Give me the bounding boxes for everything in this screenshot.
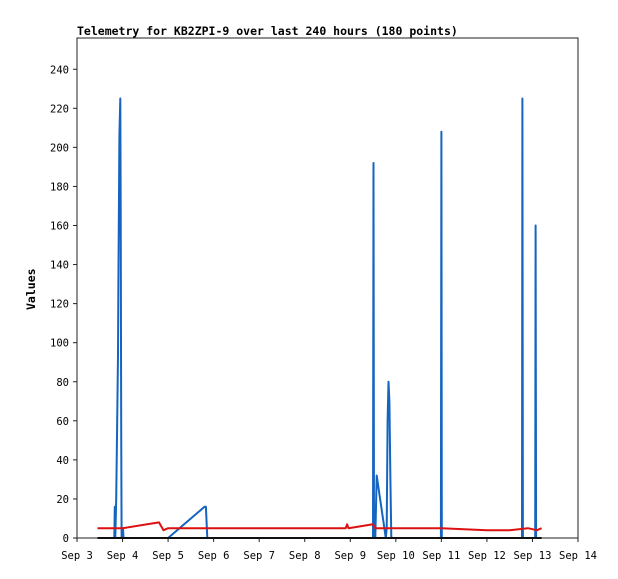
y-tick-label: 180 [50, 181, 69, 193]
x-tick-label: Sep 13 [513, 550, 551, 562]
y-tick-label: 20 [56, 494, 69, 506]
y-tick-label: 140 [50, 260, 69, 272]
x-tick-label: Sep 10 [377, 550, 415, 562]
x-tick-label: Sep 6 [198, 550, 230, 562]
y-tick-label: 200 [50, 142, 69, 154]
series-2-line [97, 521, 542, 532]
y-tick-label: 40 [56, 455, 69, 467]
y-tick-label: 100 [50, 338, 69, 350]
y-tick-label: 0 [63, 533, 69, 545]
x-tick-label: Sep 3 [61, 550, 93, 562]
y-tick-label: 120 [50, 299, 69, 311]
y-axis-label: Values [24, 268, 38, 310]
y-axis: 0 20 40 60 80 100 120 140 160 180 200 220 240 [50, 64, 77, 545]
y-tick-label: 220 [50, 103, 69, 115]
chart-title: Telemetry for KB2ZPI-9 over last 240 hou… [77, 24, 458, 38]
y-tick-label: 60 [56, 416, 69, 428]
x-tick-label: Sep 12 [468, 550, 506, 562]
x-tick-label: Sep 8 [289, 550, 321, 562]
x-tick-label: Sep 4 [107, 550, 139, 562]
x-tick-label: Sep 9 [334, 550, 366, 562]
x-tick-label: Sep 7 [243, 550, 275, 562]
plot-frame [76, 37, 579, 539]
y-tick-label: 240 [50, 64, 69, 76]
x-tick-label: Sep 5 [152, 550, 184, 562]
x-axis: Sep 3 Sep 4 Sep 5 Sep 6 Sep 7 Sep 8 Sep 9 Sep 1… [61, 538, 597, 562]
x-tick-label: Sep 14 [559, 550, 597, 562]
series-layer [97, 97, 542, 539]
series-1-line [113, 97, 538, 539]
y-tick-label: 160 [50, 221, 69, 233]
x-tick-label: Sep 11 [422, 550, 460, 562]
y-tick-label: 80 [56, 377, 69, 389]
